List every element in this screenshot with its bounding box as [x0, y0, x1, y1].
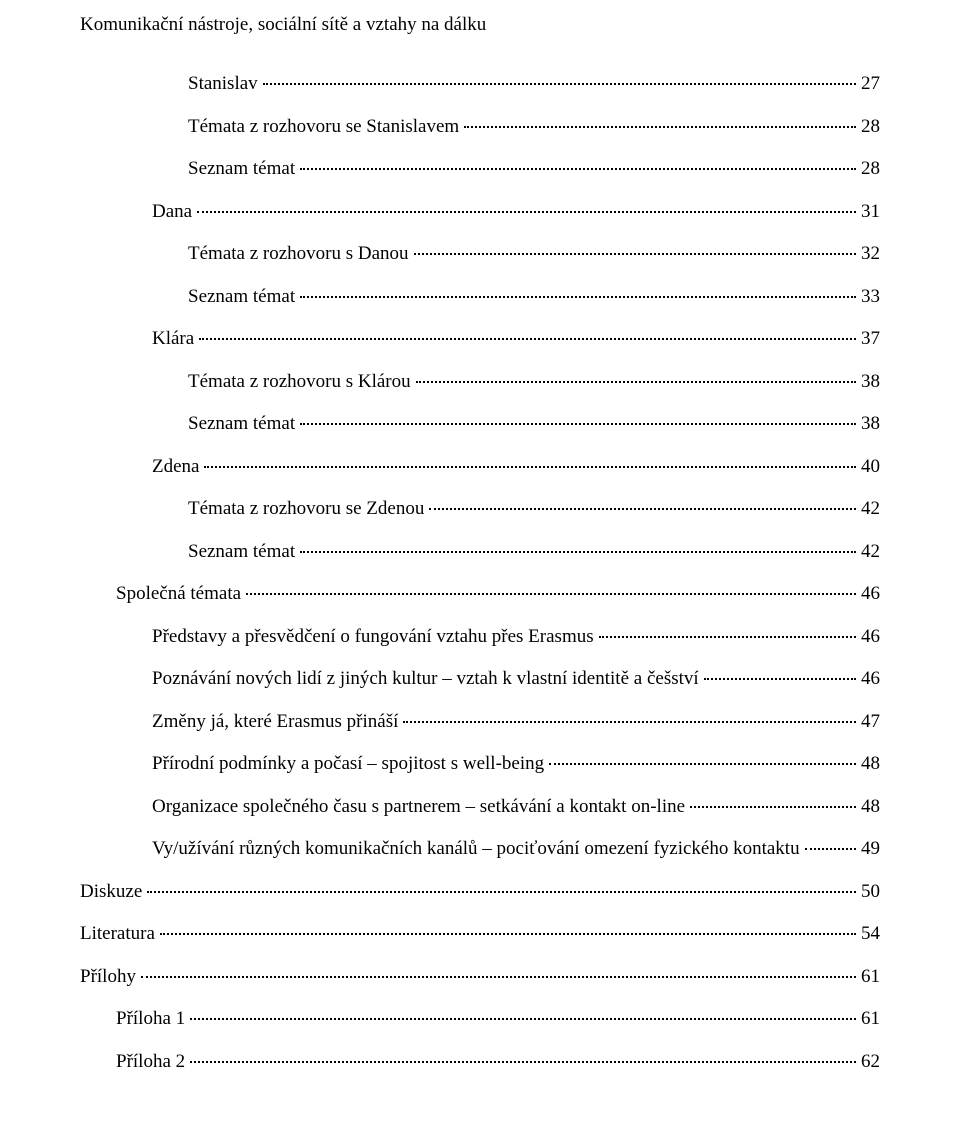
toc-leader-dots: [300, 423, 856, 425]
toc-entry-label: Seznam témat: [188, 155, 297, 184]
toc-row: Přírodní podmínky a počasí – spojitost s…: [80, 750, 880, 779]
table-of-contents: Stanislav 27 Témata z rozhovoru se Stanisl…: [80, 70, 880, 1076]
toc-entry-page: 61: [859, 1005, 880, 1034]
toc-entry-page: 31: [859, 198, 880, 227]
toc-entry-page: 42: [859, 538, 880, 567]
toc-entry-page: 32: [859, 240, 880, 269]
toc-entry-page: 49: [859, 835, 880, 864]
toc-row: Zdena 40: [80, 453, 880, 482]
toc-leader-dots: [549, 763, 856, 765]
toc-leader-dots: [190, 1018, 856, 1020]
toc-leader-dots: [199, 338, 856, 340]
toc-row: Stanislav 27: [80, 70, 880, 99]
toc-row: Seznam témat 28: [80, 155, 880, 184]
toc-entry-label: Organizace společného času s partnerem –…: [152, 793, 687, 822]
toc-leader-dots: [246, 593, 856, 595]
toc-entry-page: 42: [859, 495, 880, 524]
toc-entry-page: 38: [859, 410, 880, 439]
toc-row: Přílohy 61: [80, 963, 880, 992]
toc-leader-dots: [300, 551, 856, 553]
toc-entry-page: 46: [859, 665, 880, 694]
toc-entry-label: Změny já, které Erasmus přináší: [152, 708, 400, 737]
toc-entry-label: Seznam témat: [188, 283, 297, 312]
toc-entry-label: Přílohy: [80, 963, 138, 992]
toc-leader-dots: [403, 721, 856, 723]
toc-entry-label: Literatura: [80, 920, 157, 949]
toc-entry-label: Přírodní podmínky a počasí – spojitost s…: [152, 750, 546, 779]
toc-row: Témata z rozhovoru se Zdenou 42: [80, 495, 880, 524]
toc-entry-page: 46: [859, 623, 880, 652]
toc-leader-dots: [690, 806, 856, 808]
toc-entry-page: 37: [859, 325, 880, 354]
toc-entry-label: Seznam témat: [188, 410, 297, 439]
toc-row: Vy/užívání různých komunikačních kanálů …: [80, 835, 880, 864]
toc-entry-label: Zdena: [152, 453, 201, 482]
toc-entry-page: 61: [859, 963, 880, 992]
toc-leader-dots: [805, 848, 856, 850]
document-page: Komunikační nástroje, sociální sítě a vz…: [0, 0, 960, 1130]
toc-leader-dots: [141, 976, 856, 978]
toc-entry-label: Příloha 2: [116, 1048, 187, 1077]
toc-leader-dots: [197, 211, 856, 213]
toc-leader-dots: [204, 466, 856, 468]
toc-entry-page: 33: [859, 283, 880, 312]
toc-row: Dana 31: [80, 198, 880, 227]
toc-entry-page: 48: [859, 793, 880, 822]
toc-entry-label: Poznávání nových lidí z jiných kultur – …: [152, 665, 701, 694]
toc-entry-page: 40: [859, 453, 880, 482]
toc-entry-label: Témata z rozhovoru se Zdenou: [188, 495, 426, 524]
toc-leader-dots: [429, 508, 856, 510]
toc-row: Společná témata 46: [80, 580, 880, 609]
toc-row: Poznávání nových lidí z jiných kultur – …: [80, 665, 880, 694]
toc-entry-label: Vy/užívání různých komunikačních kanálů …: [152, 835, 802, 864]
toc-entry-label: Dana: [152, 198, 194, 227]
toc-entry-label: Představy a přesvědčení o fungování vzta…: [152, 623, 596, 652]
toc-entry-label: Společná témata: [116, 580, 243, 609]
toc-entry-label: Diskuze: [80, 878, 144, 907]
toc-entry-page: 50: [859, 878, 880, 907]
toc-leader-dots: [416, 381, 856, 383]
toc-row: Představy a přesvědčení o fungování vzta…: [80, 623, 880, 652]
toc-row: Příloha 2 62: [80, 1048, 880, 1077]
toc-entry-page: 48: [859, 750, 880, 779]
toc-row: Klára 37: [80, 325, 880, 354]
toc-entry-page: 47: [859, 708, 880, 737]
toc-leader-dots: [464, 126, 856, 128]
toc-entry-page: 38: [859, 368, 880, 397]
toc-leader-dots: [160, 933, 856, 935]
toc-row: Seznam témat 42: [80, 538, 880, 567]
toc-row: Diskuze 50: [80, 878, 880, 907]
toc-entry-page: 46: [859, 580, 880, 609]
toc-entry-label: Témata z rozhovoru s Danou: [188, 240, 411, 269]
toc-leader-dots: [599, 636, 856, 638]
toc-row: Témata z rozhovoru s Danou 32: [80, 240, 880, 269]
toc-leader-dots: [414, 253, 856, 255]
toc-entry-page: 28: [859, 155, 880, 184]
toc-entry-label: Témata z rozhovoru se Stanislavem: [188, 113, 461, 142]
toc-leader-dots: [190, 1061, 856, 1063]
toc-row: Literatura 54: [80, 920, 880, 949]
toc-leader-dots: [263, 83, 856, 85]
toc-entry-page: 27: [859, 70, 880, 99]
toc-entry-label: Témata z rozhovoru s Klárou: [188, 368, 413, 397]
toc-row: Témata z rozhovoru se Stanislavem 28: [80, 113, 880, 142]
toc-entry-label: Příloha 1: [116, 1005, 187, 1034]
toc-row: Příloha 1 61: [80, 1005, 880, 1034]
toc-row: Změny já, které Erasmus přináší 47: [80, 708, 880, 737]
toc-row: Témata z rozhovoru s Klárou 38: [80, 368, 880, 397]
toc-leader-dots: [704, 678, 856, 680]
running-header: Komunikační nástroje, sociální sítě a vz…: [80, 14, 880, 36]
toc-row: Seznam témat 33: [80, 283, 880, 312]
toc-entry-label: Klára: [152, 325, 196, 354]
toc-leader-dots: [147, 891, 856, 893]
toc-entry-page: 62: [859, 1048, 880, 1077]
toc-entry-page: 54: [859, 920, 880, 949]
toc-leader-dots: [300, 296, 856, 298]
toc-entry-label: Stanislav: [188, 70, 260, 99]
toc-entry-label: Seznam témat: [188, 538, 297, 567]
toc-row: Seznam témat 38: [80, 410, 880, 439]
toc-entry-page: 28: [859, 113, 880, 142]
toc-leader-dots: [300, 168, 856, 170]
toc-row: Organizace společného času s partnerem –…: [80, 793, 880, 822]
